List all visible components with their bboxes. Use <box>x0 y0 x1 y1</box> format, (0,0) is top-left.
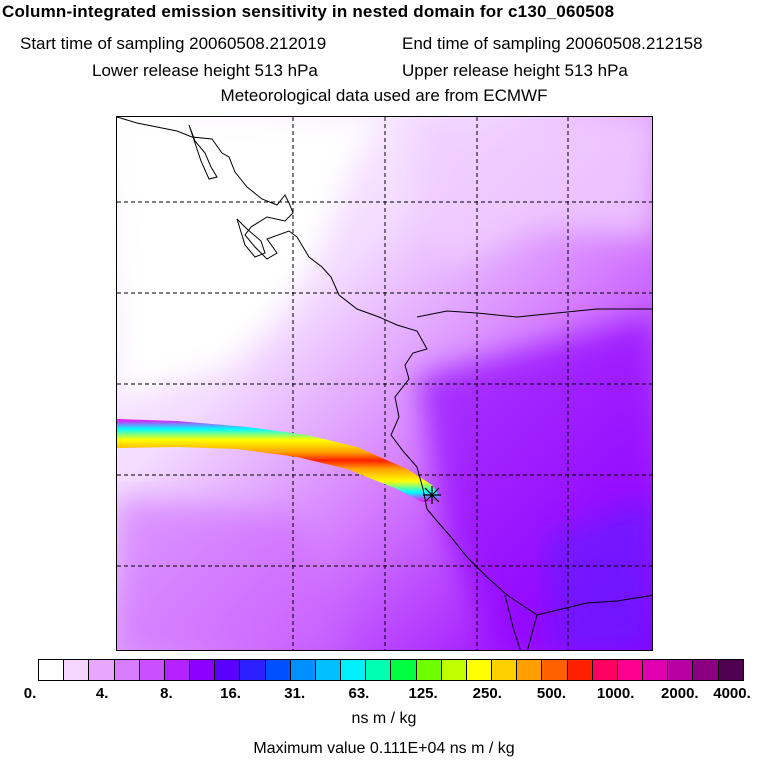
highest-sensitivity-region <box>547 497 652 650</box>
colorbar-segment <box>114 660 140 680</box>
colorbar-segment <box>592 660 618 680</box>
met-data-label: Meteorological data used are from ECMWF <box>220 86 548 105</box>
end-time-label: End time of sampling 20060508.212158 <box>402 34 703 53</box>
colorbar-segment <box>341 660 367 680</box>
colorbar-segment <box>643 660 669 680</box>
colorbar-segment <box>315 660 342 680</box>
mid-sensitivity-region <box>117 497 347 650</box>
coastlines <box>117 117 652 650</box>
sensitivity-map <box>116 116 653 651</box>
colorbar-segment <box>441 660 467 680</box>
map-canvas <box>117 117 652 650</box>
colorbar-segment <box>693 660 719 680</box>
colorbar-segment <box>567 660 593 680</box>
colorbar-tick-label: 63. <box>348 685 370 702</box>
colorbar-tick-label: 0. <box>23 685 37 702</box>
colorbar-segment <box>64 660 90 680</box>
colorbar <box>38 659 744 681</box>
colorbar-segment <box>190 660 216 680</box>
colorbar-tick-label: 250. <box>472 685 502 702</box>
plume-trajectory <box>117 419 442 502</box>
colorbar-segment <box>542 660 568 680</box>
colorbar-segment <box>39 660 65 680</box>
colorbar-tick-label: 4. <box>95 685 109 702</box>
colorbar-segment <box>668 660 694 680</box>
colorbar-segment <box>215 660 241 680</box>
colorbar-segment <box>718 660 743 680</box>
colorbar-tick-label: 1000. <box>596 685 635 702</box>
colorbar-tick-label: 500. <box>536 685 567 702</box>
maximum-value-label: Maximum value 0.111E+04 ns m / kg <box>253 740 515 757</box>
colorbar-tick-label: 31. <box>284 685 306 702</box>
start-time-label: Start time of sampling 20060508.212019 <box>20 34 327 53</box>
colorbar-segment <box>290 660 316 680</box>
colorbar-segment <box>517 660 543 680</box>
colorbar-tick-label: 125. <box>408 685 438 702</box>
colorbar-segment <box>240 660 266 680</box>
plot-title: Column-integrated emission sensitivity i… <box>2 2 615 21</box>
colorbar-segment <box>366 660 392 680</box>
colorbar-unit: ns m / kg <box>351 710 417 727</box>
light-region <box>417 117 652 267</box>
colorbar-segment <box>139 660 165 680</box>
lower-release-height-label: Lower release height 513 hPa <box>92 61 318 80</box>
colorbar-segment <box>391 660 417 680</box>
colorbar-tick-label: 8. <box>160 685 173 702</box>
low-sensitivity-region <box>117 117 377 397</box>
colorbar-segment <box>466 660 493 680</box>
colorbar-tick-label: 2000. <box>661 685 699 702</box>
upper-release-height-label: Upper release height 513 hPa <box>402 61 628 80</box>
colorbar-tick-label: 16. <box>220 685 241 702</box>
cross-star-icon <box>423 486 441 504</box>
colorbar-segment <box>164 660 191 680</box>
colorbar-segment <box>89 660 115 680</box>
colorbar-segment <box>265 660 291 680</box>
colorbar-segment <box>492 660 518 680</box>
colorbar-segment <box>617 660 644 680</box>
colorbar-tick-label: 4000. <box>713 685 751 702</box>
colorbar-segment <box>416 660 442 680</box>
